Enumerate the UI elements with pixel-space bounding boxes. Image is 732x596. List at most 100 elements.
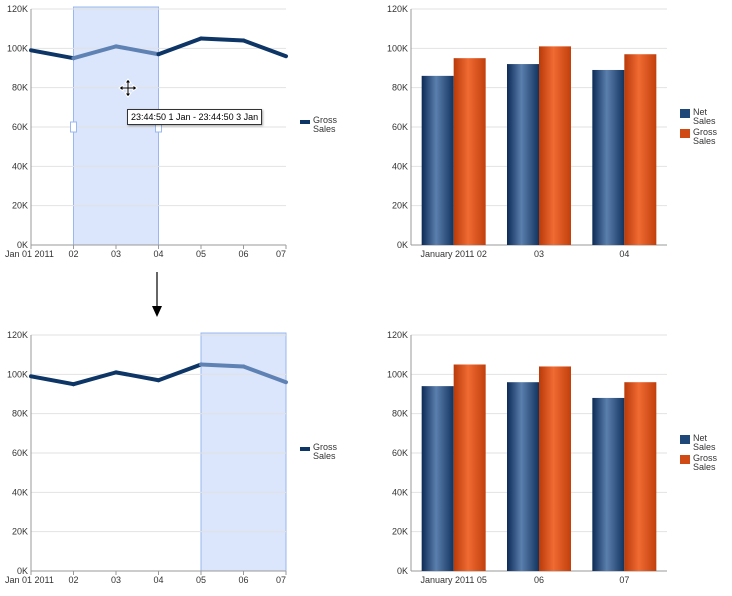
x-tick-label: 05 [196, 575, 206, 585]
series-segment [199, 362, 246, 369]
x-tick-label: 02 [68, 575, 78, 585]
legend-item-gross-sales[interactable]: Gross Sales [680, 128, 729, 146]
line-chart-before-plot[interactable]: 0K 20K 40K 60K 80K 100K 120K Jan 01 2011 02 03 04 0… [0, 0, 370, 270]
x-tick-label: 02 [68, 249, 78, 259]
y-tick-label: 100K [7, 43, 28, 53]
series-segment [29, 374, 76, 387]
y-tick-label: 60K [392, 122, 408, 132]
x-tick-label: 03 [534, 249, 544, 259]
bar-gross-sales [624, 54, 657, 245]
y-tick-label: 0K [397, 566, 408, 576]
bar-gross-sales [539, 366, 571, 571]
y-tick-label: 20K [12, 201, 28, 211]
bar-chart-after[interactable]: 0K 20K 40K 60K 80K 100K 120K January 2011 05 06 0… [370, 326, 732, 596]
x-tick-label: January 2011 02 [420, 249, 486, 259]
series-segment [71, 44, 118, 61]
y-tick-label: 120K [387, 330, 408, 340]
selection-band [73, 6, 159, 246]
series-segment [156, 36, 203, 57]
y-tick-label: 40K [392, 161, 408, 171]
legend-label-net-sales: Net Sales [693, 433, 716, 452]
line-chart-after-plot[interactable]: 0K 20K 40K 60K 80K 100K 120K Jan 01 2011 02 03 04 0… [0, 326, 370, 596]
x-tick-label: 03 [111, 575, 121, 585]
series-segment [199, 36, 246, 43]
selection-tooltip: 23:44:50 1 Jan - 23:44:50 3 Jan [127, 109, 263, 125]
bar-net-sales [421, 386, 454, 571]
y-tick-label: 100K [387, 369, 408, 379]
y-tick-label: 100K [387, 43, 408, 53]
y-tick-label: 20K [392, 201, 408, 211]
y-tick-label: 120K [387, 4, 408, 14]
x-tick-label: 06 [238, 575, 248, 585]
x-tick-label: 04 [619, 249, 629, 259]
legend-item-net-sales[interactable]: Net Sales [680, 108, 729, 126]
y-tick-label: 80K [12, 409, 28, 419]
bar-gross-sales [453, 58, 486, 245]
bar-gross-sales [624, 382, 657, 571]
y-tick-label: 40K [12, 161, 28, 171]
series-segment [114, 370, 161, 383]
series-segment [241, 38, 288, 59]
y-tick-label: 0K [397, 240, 408, 250]
x-tick-label: 07 [619, 575, 629, 585]
line-chart-after[interactable]: 0K 20K 40K 60K 80K 100K 120K Jan 01 2011 02 03 04 0… [0, 326, 370, 596]
bar-gross-sales [453, 364, 486, 571]
bar-net-sales [592, 397, 625, 571]
selection-handle [70, 121, 77, 133]
bar-chart-before[interactable]: 0K 20K 40K 60K 80K 100K 120K January 2011 02 03 0… [370, 0, 732, 270]
series-segment [29, 48, 76, 61]
y-tick-label: 40K [392, 487, 408, 497]
series-segment [241, 364, 288, 385]
x-tick-label: 07 [276, 575, 286, 585]
legend-swatch-gross-sales [300, 447, 310, 451]
bar-net-sales [592, 69, 625, 245]
down-arrow-icon [152, 272, 162, 317]
x-tick-label: 06 [534, 575, 544, 585]
legend-swatch-net-sales [680, 109, 690, 118]
series-segment [114, 44, 161, 57]
legend-item-gross-sales[interactable]: Gross Sales [300, 116, 349, 134]
x-tick-label: 05 [196, 249, 206, 259]
x-tick-label: 06 [238, 249, 248, 259]
bar-gross-sales [539, 46, 571, 245]
x-tick-label: Jan 01 2011 [5, 249, 54, 259]
y-tick-label: 20K [12, 527, 28, 537]
x-tick-label: Jan 01 2011 [5, 575, 54, 585]
y-tick-label: 20K [392, 527, 408, 537]
y-tick-label: 0K [17, 240, 28, 250]
bar-net-sales [421, 75, 454, 245]
selection-band [200, 332, 287, 572]
line-chart-before[interactable]: 0K 20K 40K 60K 80K 100K 120K Jan 01 2011 02 03 04 0… [0, 0, 370, 270]
x-tick-label: 04 [153, 249, 163, 259]
move-cursor-icon [118, 78, 138, 98]
legend-swatch-gross-sales [300, 120, 310, 124]
y-tick-label: 60K [12, 122, 28, 132]
y-tick-label: 80K [392, 409, 408, 419]
y-tick-label: 60K [392, 448, 408, 458]
x-tick-label: 03 [111, 249, 121, 259]
x-tick-label: January 2011 05 [420, 575, 486, 585]
bar-chart-after-plot: 0K 20K 40K 60K 80K 100K 120K January 2011 05 06 0… [387, 330, 667, 585]
y-tick-label: 80K [392, 83, 408, 93]
legend-item-gross-sales[interactable]: Gross Sales [680, 454, 729, 472]
legend-label-gross-sales: Gross Sales [313, 442, 338, 461]
y-tick-label: 120K [7, 4, 28, 14]
legend-swatch-gross-sales [680, 455, 690, 464]
legend-swatch-net-sales [680, 435, 690, 444]
legend-label-gross-sales: Gross Sales [693, 127, 718, 146]
y-tick-label: 100K [7, 369, 28, 379]
bar-net-sales [507, 382, 539, 571]
y-tick-label: 0K [17, 566, 28, 576]
series-segment [156, 362, 203, 383]
x-tick-label: 04 [153, 575, 163, 585]
y-tick-label: 120K [7, 330, 28, 340]
y-tick-label: 80K [12, 83, 28, 93]
bar-chart-before-plot: 0K 20K 40K 60K 80K 100K 120K January 2011 02 03 0… [387, 4, 667, 259]
legend-item-gross-sales[interactable]: Gross Sales [300, 443, 349, 461]
y-tick-label: 60K [12, 448, 28, 458]
legend-swatch-gross-sales [680, 129, 690, 138]
y-tick-label: 40K [12, 487, 28, 497]
series-segment [71, 370, 118, 387]
legend-item-net-sales[interactable]: Net Sales [680, 434, 729, 452]
legend-label-gross-sales: Gross Sales [693, 453, 718, 472]
